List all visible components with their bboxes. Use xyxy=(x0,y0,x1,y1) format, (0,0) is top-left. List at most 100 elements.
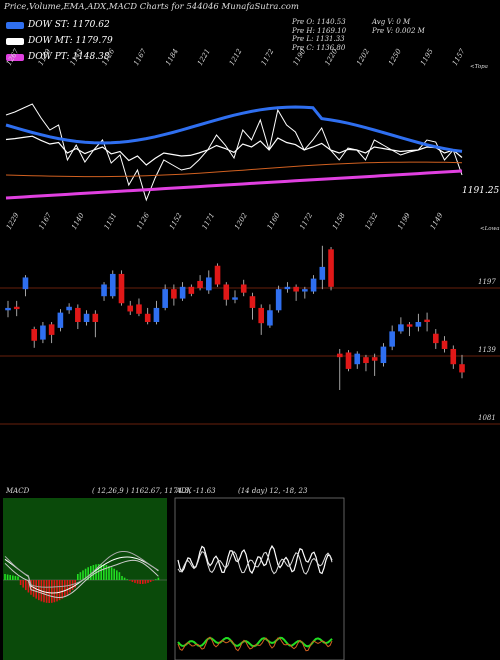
price-top-label: 1199 xyxy=(396,211,412,231)
ema-top-label: 1202 xyxy=(355,47,371,67)
legend-swatch-st xyxy=(6,21,24,29)
candle-body xyxy=(406,324,413,327)
candle-body xyxy=(433,333,439,344)
legend-dow-pt: DOW PT: 1148.38 xyxy=(6,49,113,65)
adx-panel: ADX (14 day) 12, -18, 23 xyxy=(174,487,345,660)
ema-short-line xyxy=(5,105,463,153)
candle-body xyxy=(179,286,186,299)
macd-panel: MACD ( 12,26,9 ) 1162.67, 1174.3, -11.63 xyxy=(3,487,216,660)
candle-body xyxy=(398,324,404,332)
ema-top-label: 1221 xyxy=(196,48,212,67)
candle-body xyxy=(345,352,352,369)
price-top-label: 1126 xyxy=(135,211,151,231)
candle-body xyxy=(13,306,20,310)
price-top-label: 1229 xyxy=(5,211,21,231)
adx-params: (14 day) 12, -18, 23 xyxy=(238,487,308,495)
price-top-label: 1167 xyxy=(37,211,53,231)
price-top-label: 1232 xyxy=(364,211,380,231)
candle-body xyxy=(144,313,151,322)
candle-body xyxy=(258,307,264,324)
ema-long-line xyxy=(5,161,463,178)
candle-body xyxy=(284,286,291,290)
ema-top-label: 1167 xyxy=(132,47,148,67)
candle-body xyxy=(31,329,37,341)
candle-body xyxy=(153,307,160,322)
ema-price-label: 1191.25 xyxy=(462,186,499,196)
stat-open: Pre O: 1140.53 xyxy=(292,18,346,26)
ema-price-line xyxy=(5,103,463,202)
price-top-label: 1172 xyxy=(298,211,314,231)
candle-body xyxy=(101,284,107,297)
ema-top-label: 1267 xyxy=(5,47,21,67)
candle-body xyxy=(302,289,308,292)
candle-body xyxy=(48,324,55,335)
legend-dow-mt-label: DOW MT: 1179.79 xyxy=(28,36,113,46)
stat-close: Pre C: 1136.80 xyxy=(292,43,346,52)
ema-panel: 1267 1179 1143 1126 1167 1184 1221 1212 1172 1190… xyxy=(5,47,499,202)
macd-params: ( 12,26,9 ) 1162.67, 1174.3, -11.63 xyxy=(92,487,216,495)
ema-top-label: 1157 xyxy=(451,47,467,67)
candle-body xyxy=(206,277,212,291)
ema-top-label: 1126 xyxy=(100,47,116,67)
candle-body xyxy=(363,357,369,364)
stat-avg-volume: Avg V: 0 M xyxy=(372,18,411,26)
legend-swatch-mt xyxy=(6,37,24,45)
candle-body xyxy=(389,331,395,347)
ema-top-label: 1212 xyxy=(228,47,244,67)
prev-stats: Pre O: 1140.53 Pre H: 1169.10 Pre L: 113… xyxy=(292,18,346,52)
stat-high: Pre H: 1169.10 xyxy=(292,26,347,35)
price-y-tick: 1081 xyxy=(478,414,496,422)
ema-pt-line xyxy=(5,169,463,200)
price-top-label: 1149 xyxy=(429,211,445,231)
candle-body xyxy=(75,307,81,322)
candle-body xyxy=(136,304,142,314)
candle-body xyxy=(319,266,326,280)
candle-body xyxy=(424,319,430,322)
candle-body xyxy=(162,289,168,308)
macd-signal-line xyxy=(4,559,159,599)
candle-body xyxy=(249,296,256,308)
ema-top-label: 1220 xyxy=(323,47,339,67)
candle-body xyxy=(293,286,299,292)
chart-header-title: Price,Volume,EMA,ADX,MACD Charts for 544… xyxy=(4,2,299,12)
candle-body xyxy=(459,364,465,373)
candle-body xyxy=(380,346,387,364)
price-y-tick: 1197 xyxy=(478,278,496,286)
price-top-label: 1131 xyxy=(103,212,119,231)
ema-mid-line xyxy=(5,135,463,166)
candle-body xyxy=(197,280,203,288)
candle-body xyxy=(118,273,125,304)
candle-body xyxy=(240,284,247,293)
price-top-label: 1171 xyxy=(200,212,216,231)
candle-body xyxy=(450,348,457,365)
candle-body xyxy=(441,340,448,349)
candle-body xyxy=(371,357,378,361)
candle-body xyxy=(57,312,64,328)
candle-body xyxy=(5,307,11,311)
adx-background xyxy=(174,497,345,660)
candle-body xyxy=(223,284,230,300)
candle-body xyxy=(336,353,343,358)
candle-body xyxy=(267,310,273,326)
legend-dow-mt: DOW MT: 1179.79 xyxy=(6,33,113,49)
candle-body xyxy=(214,265,221,285)
candle-body xyxy=(275,289,282,311)
legend-dow-st-label: DOW ST: 1170.62 xyxy=(28,20,110,30)
price-top-label: 1160 xyxy=(266,211,282,231)
candle-body xyxy=(188,286,195,294)
price-top-label: 1158 xyxy=(331,211,347,231)
candle-body xyxy=(310,278,317,292)
stat-low: Pre L: 1131.33 xyxy=(292,35,345,43)
candle-body xyxy=(328,249,334,287)
ema-edge-label: <Topa xyxy=(470,64,488,70)
ema-top-label: 1179 xyxy=(37,47,53,67)
candle-body xyxy=(171,289,177,299)
ema-top-label: 1195 xyxy=(419,47,435,67)
price-edge-label: <Lowa xyxy=(480,226,500,232)
candle-body xyxy=(92,313,99,322)
price-top-label: 1152 xyxy=(168,211,184,231)
legend-swatch-pt xyxy=(6,53,24,61)
price-top-label: 1202 xyxy=(233,211,249,231)
price-y-tick: 1139 xyxy=(478,346,496,354)
